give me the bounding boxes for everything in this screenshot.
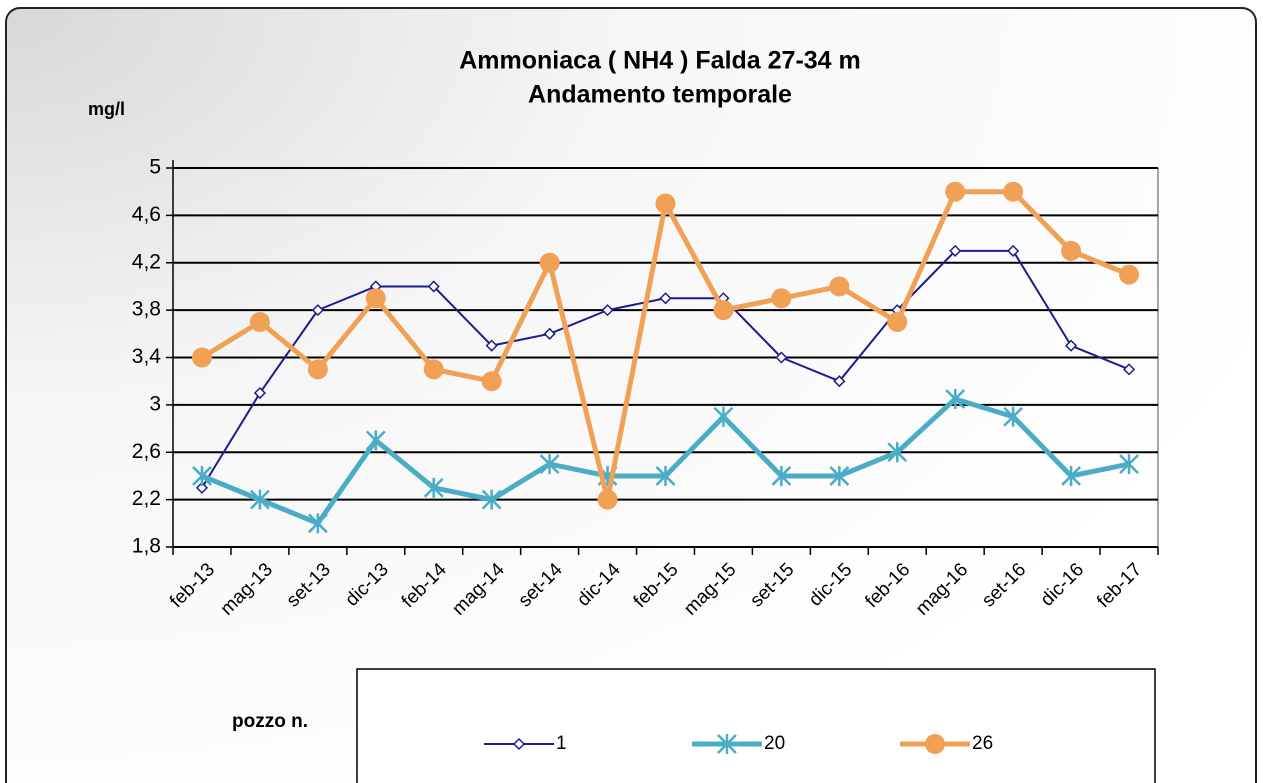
marker [717, 734, 737, 754]
y-tick-label: 3 [149, 392, 161, 415]
marker [945, 388, 966, 409]
marker [423, 477, 444, 498]
marker [192, 465, 212, 486]
y-tick-label: 3,4 [132, 345, 162, 368]
marker [423, 359, 444, 380]
marker [365, 430, 386, 451]
marker [597, 489, 618, 510]
marker [1119, 264, 1140, 285]
marker [771, 288, 792, 309]
legend-label: 1 [556, 733, 567, 754]
marker [945, 181, 966, 202]
frame [5, 7, 1257, 783]
marker [539, 252, 560, 273]
marker [887, 311, 908, 332]
marker [949, 244, 962, 257]
marker [253, 386, 266, 400]
marker [771, 465, 792, 486]
y-tick-label: 3,8 [132, 298, 161, 321]
marker [829, 465, 850, 486]
y-tick-label: 4,2 [132, 250, 161, 273]
legend-label: 26 [972, 733, 993, 754]
marker [481, 371, 502, 392]
marker [427, 280, 440, 293]
y-tick-label: 4,6 [132, 203, 161, 226]
legend-label: 20 [764, 733, 785, 754]
legend-box [356, 668, 1156, 783]
y-tick-label: 1,8 [132, 535, 161, 558]
marker [1061, 465, 1081, 486]
marker [1122, 363, 1136, 376]
marker [485, 339, 498, 352]
marker [829, 276, 850, 297]
marker [887, 442, 908, 463]
marker [655, 465, 676, 486]
marker [365, 288, 386, 309]
marker [659, 292, 672, 305]
marker [1061, 240, 1082, 261]
y-tick-label: 5 [149, 156, 161, 179]
marker [539, 454, 560, 475]
marker [1065, 339, 1078, 352]
marker [655, 193, 676, 214]
y-tick-label: 2,6 [132, 440, 161, 463]
marker [713, 300, 734, 321]
y-axis-label: mg/l [88, 99, 125, 119]
marker [481, 489, 502, 510]
marker [307, 359, 328, 380]
marker [775, 351, 788, 364]
legend-title: pozzo n. [232, 711, 308, 732]
marker [307, 513, 328, 534]
marker [1007, 244, 1020, 257]
marker [543, 327, 556, 340]
y-tick-label: 2,2 [132, 487, 161, 510]
marker [195, 481, 209, 494]
marker [1003, 181, 1024, 202]
marker [1119, 454, 1139, 475]
chart-title: Ammoniaca ( NH4 ) Falda 27-34 m [459, 47, 861, 75]
marker [249, 311, 270, 332]
chart-subtitle: Andamento temporale [528, 81, 792, 109]
marker [1003, 406, 1024, 427]
marker [191, 347, 212, 368]
marker [311, 304, 324, 317]
marker [713, 406, 734, 427]
marker [250, 489, 270, 510]
marker [512, 737, 526, 751]
marker [833, 375, 846, 388]
marker [925, 734, 945, 754]
marker [601, 304, 614, 317]
